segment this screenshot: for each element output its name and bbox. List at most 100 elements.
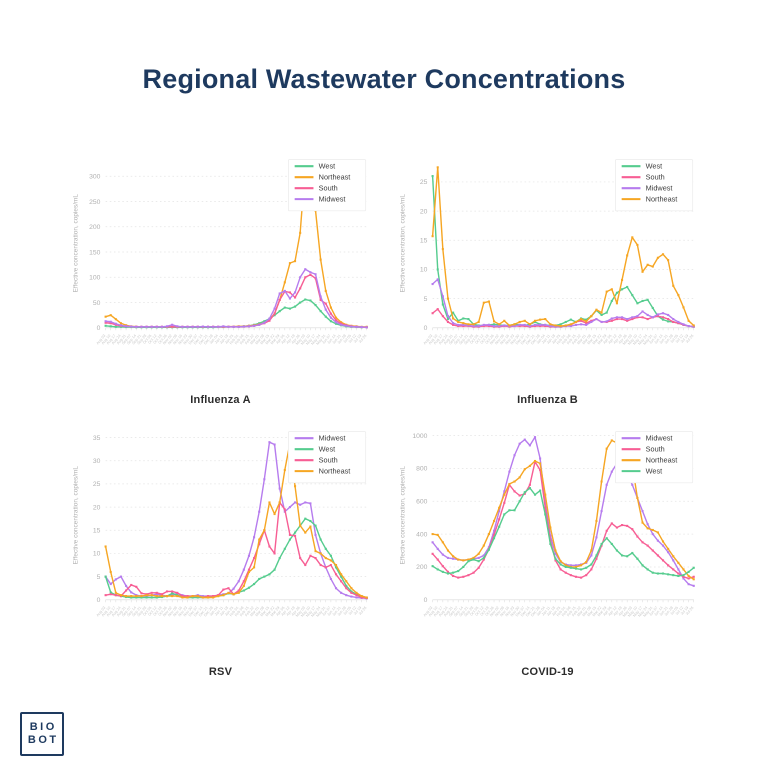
series-line-midwest <box>431 278 695 328</box>
data-point <box>125 325 128 328</box>
influenza-b-svg: 0 5 10 15 20 25 Effective concentration, copie… <box>399 159 695 346</box>
data-point <box>487 548 490 551</box>
x-tick-label: Nov 09 <box>167 606 178 618</box>
data-point <box>528 323 531 326</box>
x-tick-label: Oct 26 <box>485 334 495 345</box>
data-point <box>477 552 480 555</box>
data-point <box>462 323 465 326</box>
legend-label-northeast: Northeast <box>319 172 351 181</box>
data-point <box>615 549 618 552</box>
x-tick-label: Mar 01 <box>576 334 587 346</box>
data-point <box>431 312 434 315</box>
data-point <box>237 589 240 592</box>
x-tick-label: Apr 26 <box>618 606 628 617</box>
data-point <box>605 447 608 450</box>
data-point <box>350 587 353 590</box>
x-tick-label: Mar 08 <box>255 334 266 346</box>
x-tick-label: Aug 10 <box>101 606 112 618</box>
x-tick-label: Jun 21 <box>332 606 342 617</box>
data-point <box>503 324 506 327</box>
x-tick-label: Mar 15 <box>260 334 271 346</box>
y-tick-label: 800 <box>416 466 428 473</box>
x-tick-label: May 10 <box>627 334 638 346</box>
data-point <box>329 577 332 580</box>
data-point <box>441 541 444 544</box>
x-tick-label: Dec 07 <box>515 334 526 346</box>
data-point <box>457 325 460 328</box>
y-tick-label: 25 <box>93 481 101 488</box>
y-tick-label: 100 <box>89 275 101 282</box>
data-point <box>651 549 654 552</box>
data-point <box>145 594 148 597</box>
series-line-midwest <box>104 268 368 329</box>
data-point <box>452 557 455 560</box>
data-point <box>472 323 475 326</box>
x-tick-label: Oct 12 <box>474 606 484 617</box>
rsv-plot: 0 5 10 15 20 25 30 35 Effective concentration, c… <box>68 420 373 648</box>
data-point <box>610 319 613 322</box>
data-point <box>441 303 444 306</box>
data-point <box>176 325 179 328</box>
data-point <box>636 302 639 305</box>
x-tick-label: Aug 03 <box>423 606 434 618</box>
data-point <box>528 483 531 486</box>
data-point <box>533 493 537 496</box>
data-point <box>498 506 501 509</box>
y-tick-label: 20 <box>93 504 101 511</box>
data-point <box>482 554 485 557</box>
data-point <box>155 325 158 328</box>
data-point <box>646 527 649 530</box>
x-tick-label: Oct 26 <box>158 606 168 617</box>
data-point <box>646 318 649 321</box>
x-tick-label: Sep 14 <box>126 606 137 618</box>
data-point <box>273 314 276 317</box>
data-point <box>299 503 302 506</box>
data-point <box>278 292 281 295</box>
x-tick-label: Mar 08 <box>582 606 593 618</box>
x-tick-label: May 17 <box>305 606 316 618</box>
data-point <box>646 313 649 317</box>
data-point <box>631 294 634 297</box>
x-tick-label: Jul 19 <box>680 334 690 344</box>
data-point <box>615 291 618 294</box>
x-tick-label: Nov 02 <box>162 334 173 346</box>
data-point <box>559 325 562 328</box>
series-line-northeast <box>431 439 695 580</box>
data-point <box>544 325 547 328</box>
data-point <box>503 493 506 496</box>
data-point <box>452 317 455 320</box>
x-tick-label: Nov 30 <box>510 606 521 618</box>
x-tick-label: May 17 <box>632 334 643 346</box>
data-point <box>436 268 439 271</box>
data-point <box>600 311 603 314</box>
data-point <box>667 320 670 323</box>
x-tick-label: Oct 12 <box>474 334 484 345</box>
y-tick-label: 5 <box>97 574 101 581</box>
data-point <box>160 593 163 596</box>
data-point <box>605 483 608 486</box>
data-point <box>462 559 465 562</box>
data-point <box>487 323 490 326</box>
data-point <box>125 589 128 592</box>
data-point <box>682 306 685 309</box>
x-tick-label: May 31 <box>643 334 654 346</box>
data-point <box>493 325 496 328</box>
data-point <box>457 570 460 573</box>
data-point <box>355 596 358 599</box>
x-tick-label: Dec 14 <box>193 334 204 346</box>
x-tick-label: Apr 19 <box>286 606 296 617</box>
data-point <box>641 299 644 303</box>
data-point <box>687 570 690 573</box>
chart-card-influenza-b: 0 5 10 15 20 25 Effective concentration, copie… <box>395 148 700 406</box>
data-point <box>294 291 297 294</box>
data-point <box>554 324 557 327</box>
data-point <box>487 300 490 303</box>
data-point <box>682 577 685 580</box>
data-point <box>452 323 455 326</box>
data-point <box>140 592 143 595</box>
data-point <box>273 512 276 516</box>
data-point <box>667 259 670 262</box>
data-point <box>554 557 557 560</box>
